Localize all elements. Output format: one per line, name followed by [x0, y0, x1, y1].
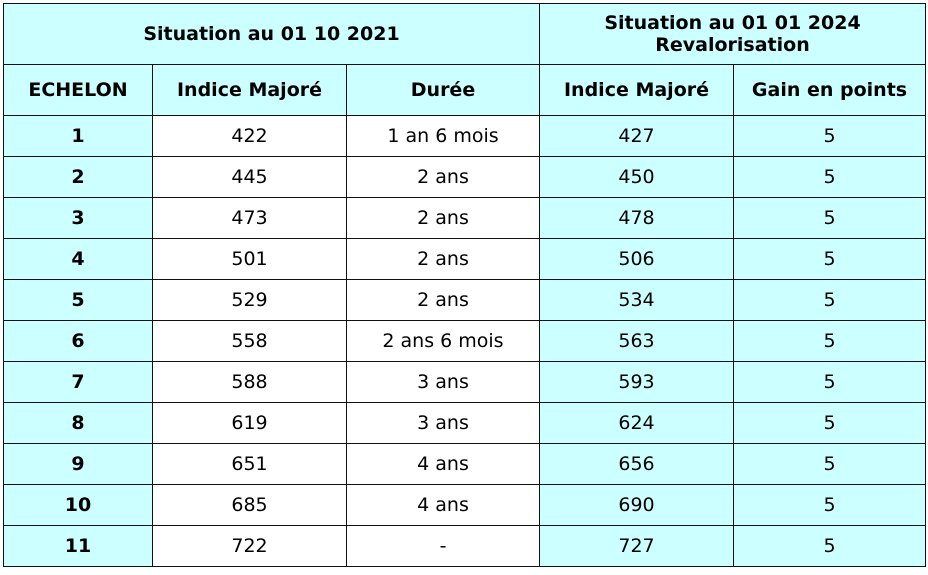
indice-2021-cell: 501 [152, 238, 347, 280]
gain-cell: 5 [733, 443, 926, 485]
duree-cell: 3 ans [346, 361, 540, 403]
table-row: 2 445 2 ans 450 5 [3, 156, 926, 198]
gain-cell: 5 [733, 402, 926, 444]
table-row: 7 588 3 ans 593 5 [3, 361, 926, 403]
indice-2021-cell: 722 [152, 525, 347, 567]
indice-2024-cell: 450 [539, 156, 734, 198]
group-header-2021: Situation au 01 10 2021 [3, 3, 540, 65]
indice-2024-cell: 506 [539, 238, 734, 280]
indice-2021-cell: 529 [152, 279, 347, 321]
echelon-cell: 10 [3, 484, 153, 526]
group-header-2024: Situation au 01 01 2024 Revalorisation [539, 3, 926, 65]
indice-2021-cell: 422 [152, 115, 347, 157]
indice-2024-cell: 624 [539, 402, 734, 444]
echelon-cell: 7 [3, 361, 153, 403]
echelon-table: Situation au 01 10 2021 Situation au 01 … [3, 3, 926, 567]
group-header-2024-date: Situation au 01 01 2024 [604, 12, 861, 34]
gain-cell: 5 [733, 279, 926, 321]
table-body: 1 422 1 an 6 mois 427 5 2 445 2 ans 450 5 3 473 2 an… [3, 115, 926, 567]
table-row: 4 501 2 ans 506 5 [3, 238, 926, 280]
table-row: 3 473 2 ans 478 5 [3, 197, 926, 239]
indice-2021-cell: 588 [152, 361, 347, 403]
table-row: 8 619 3 ans 624 5 [3, 402, 926, 444]
indice-2024-cell: 656 [539, 443, 734, 485]
column-header-indice-2024: Indice Majoré [539, 64, 734, 116]
indice-2021-cell: 619 [152, 402, 347, 444]
echelon-cell: 3 [3, 197, 153, 239]
indice-2021-cell: 558 [152, 320, 347, 362]
table-row: 1 422 1 an 6 mois 427 5 [3, 115, 926, 157]
echelon-cell: 2 [3, 156, 153, 198]
duree-cell: 2 ans [346, 279, 540, 321]
group-header-2024-subtitle: Revalorisation [655, 34, 810, 56]
table-row: 5 529 2 ans 534 5 [3, 279, 926, 321]
gain-cell: 5 [733, 361, 926, 403]
column-header-indice-2021: Indice Majoré [152, 64, 347, 116]
indice-2024-cell: 593 [539, 361, 734, 403]
indice-2024-cell: 690 [539, 484, 734, 526]
gain-cell: 5 [733, 484, 926, 526]
echelon-cell: 8 [3, 402, 153, 444]
echelon-cell: 4 [3, 238, 153, 280]
duree-cell: 2 ans [346, 197, 540, 239]
echelon-cell: 6 [3, 320, 153, 362]
indice-2024-cell: 563 [539, 320, 734, 362]
column-header-echelon: ECHELON [3, 64, 153, 116]
duree-cell: 2 ans 6 mois [346, 320, 540, 362]
indice-2024-cell: 534 [539, 279, 734, 321]
column-header-duree: Durée [346, 64, 540, 116]
indice-2021-cell: 473 [152, 197, 347, 239]
table-row: 10 685 4 ans 690 5 [3, 484, 926, 526]
duree-cell: 4 ans [346, 484, 540, 526]
duree-cell: 2 ans [346, 238, 540, 280]
gain-cell: 5 [733, 115, 926, 157]
indice-2021-cell: 445 [152, 156, 347, 198]
duree-cell: 2 ans [346, 156, 540, 198]
column-header-gain: Gain en points [733, 64, 926, 116]
indice-2021-cell: 651 [152, 443, 347, 485]
indice-2024-cell: 727 [539, 525, 734, 567]
indice-2024-cell: 427 [539, 115, 734, 157]
duree-cell: 1 an 6 mois [346, 115, 540, 157]
table-row: 9 651 4 ans 656 5 [3, 443, 926, 485]
echelon-cell: 1 [3, 115, 153, 157]
echelon-cell: 11 [3, 525, 153, 567]
gain-cell: 5 [733, 320, 926, 362]
table-row: 6 558 2 ans 6 mois 563 5 [3, 320, 926, 362]
indice-2024-cell: 478 [539, 197, 734, 239]
gain-cell: 5 [733, 156, 926, 198]
duree-cell: 3 ans [346, 402, 540, 444]
duree-cell: - [346, 525, 540, 567]
duree-cell: 4 ans [346, 443, 540, 485]
gain-cell: 5 [733, 238, 926, 280]
indice-2021-cell: 685 [152, 484, 347, 526]
gain-cell: 5 [733, 197, 926, 239]
gain-cell: 5 [733, 525, 926, 567]
table-row: 11 722-727 5 [3, 525, 926, 567]
echelon-cell: 9 [3, 443, 153, 485]
echelon-cell: 5 [3, 279, 153, 321]
